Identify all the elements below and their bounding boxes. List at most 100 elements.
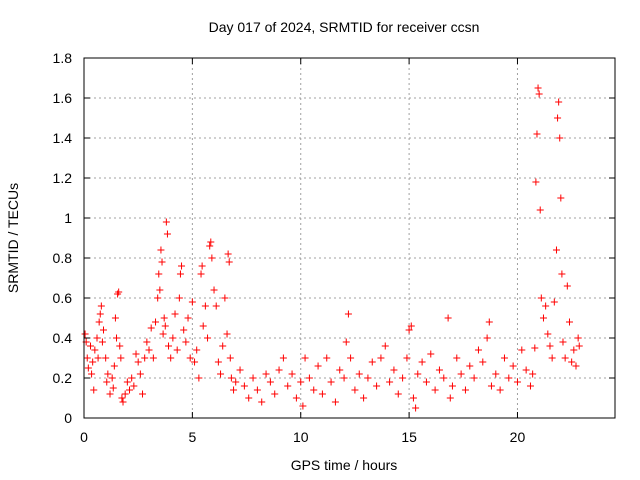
data-point (310, 386, 318, 394)
data-point (130, 382, 138, 390)
data-point (314, 362, 322, 370)
data-point (210, 286, 218, 294)
y-tick-label: 0.6 (53, 290, 73, 306)
data-point (165, 342, 173, 350)
data-point (496, 386, 504, 394)
data-point (536, 206, 544, 214)
plot-frame (83, 57, 616, 419)
data-point (331, 398, 339, 406)
x-tick-label: 5 (188, 429, 196, 445)
data-point (535, 90, 543, 98)
data-point (340, 374, 348, 382)
data-point (351, 386, 359, 394)
data-point (158, 258, 166, 266)
data-point (95, 318, 103, 326)
data-point (198, 262, 206, 270)
data-point (182, 338, 190, 346)
data-point (492, 370, 500, 378)
data-point (505, 374, 513, 382)
y-tick-label: 1.4 (53, 130, 73, 146)
data-points (81, 84, 583, 412)
data-point (139, 390, 147, 398)
data-point (297, 378, 305, 386)
data-point (159, 330, 167, 338)
data-point (143, 338, 151, 346)
data-point (141, 354, 149, 362)
data-point (230, 386, 238, 394)
data-point (344, 310, 352, 318)
data-point (109, 384, 117, 392)
data-point (94, 354, 102, 362)
data-point (221, 294, 229, 302)
data-point (539, 314, 547, 322)
data-point (249, 374, 257, 382)
data-point (155, 270, 163, 278)
data-point (113, 334, 121, 342)
data-point (83, 354, 91, 362)
data-point (500, 354, 508, 362)
data-point (175, 294, 183, 302)
data-point (448, 382, 456, 390)
y-tick-label: 1.6 (53, 90, 73, 106)
data-point (87, 342, 95, 350)
data-point (91, 346, 99, 354)
data-point (457, 370, 465, 378)
data-point (323, 354, 331, 362)
data-point (318, 390, 326, 398)
data-point (386, 378, 394, 386)
data-point (206, 242, 214, 250)
data-point (132, 350, 140, 358)
data-point (414, 370, 422, 378)
data-point (431, 386, 439, 394)
data-point (563, 282, 571, 290)
data-point (556, 134, 564, 142)
data-point (418, 358, 426, 366)
data-point (108, 374, 116, 382)
data-point (117, 354, 125, 362)
data-point (513, 378, 521, 386)
data-point (93, 334, 101, 342)
data-point (483, 334, 491, 342)
data-point (355, 370, 363, 378)
data-point (544, 330, 552, 338)
data-point (186, 354, 194, 362)
data-point (245, 394, 253, 402)
data-point (89, 358, 97, 366)
data-point (219, 342, 227, 350)
data-point (232, 378, 240, 386)
y-axis-label: SRMTID / TECUs (5, 183, 21, 293)
data-point (453, 354, 461, 362)
data-point (103, 378, 111, 386)
data-point (461, 386, 469, 394)
data-point (217, 370, 225, 378)
data-point (554, 114, 562, 122)
data-point (347, 354, 355, 362)
data-point (271, 390, 279, 398)
data-point (191, 358, 199, 366)
data-point (522, 366, 530, 374)
data-point (422, 378, 430, 386)
data-point (97, 302, 105, 310)
data-point (173, 346, 181, 354)
data-point (201, 302, 209, 310)
data-point (171, 310, 179, 318)
y-tick-label: 1 (64, 210, 72, 226)
data-point (487, 382, 495, 390)
y-tick-label: 0 (64, 410, 72, 426)
data-point (405, 326, 413, 334)
data-point (529, 370, 537, 378)
data-point (364, 374, 372, 382)
data-point (178, 262, 186, 270)
data-point (98, 338, 106, 346)
data-point (207, 238, 215, 246)
data-point (161, 322, 169, 330)
data-point (550, 298, 558, 306)
data-point (102, 354, 110, 362)
data-point (299, 402, 307, 410)
data-point (509, 362, 517, 370)
x-tick-label: 10 (293, 429, 309, 445)
data-point (128, 374, 136, 382)
data-point (561, 354, 569, 362)
data-point (167, 354, 175, 362)
